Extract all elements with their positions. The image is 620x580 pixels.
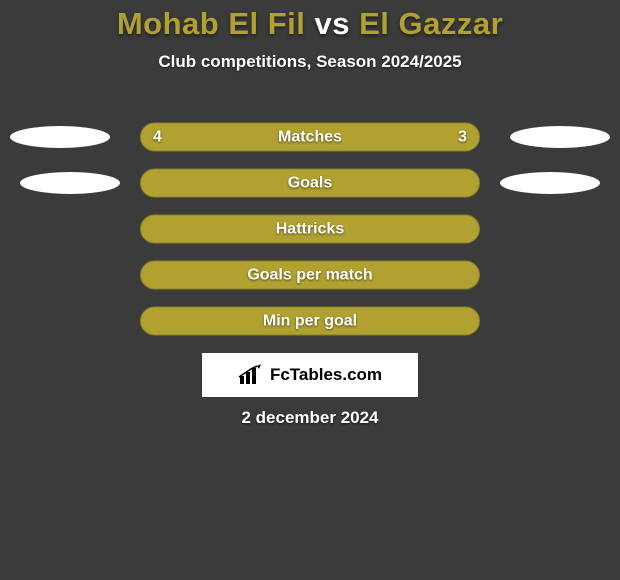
stat-row: Goals per match [0,252,620,298]
stat-value-right: 3 [458,128,467,146]
title-player2: El Gazzar [350,6,503,41]
left-ellipse [10,126,110,148]
stat-bar: Goals per match [140,261,480,290]
title-player1: Mohab El Fil [117,6,315,41]
stat-bar: Matches 4 3 [140,123,480,152]
title-vs: vs [315,6,350,41]
comparison-infographic: Mohab El Fil vs El Gazzar Club competiti… [0,0,620,580]
stat-label: Min per goal [263,312,357,330]
stat-row: Min per goal [0,298,620,344]
logo-box: FcTables.com [202,353,418,397]
stat-row: Hattricks [0,206,620,252]
page-title: Mohab El Fil vs El Gazzar [0,0,620,42]
date-line: 2 december 2024 [0,408,620,428]
stat-row: Matches 4 3 [0,114,620,160]
logo: FcTables.com [238,364,382,386]
stat-rows: Matches 4 3 Goals Hattricks Goals per match Mi… [0,114,620,344]
subtitle: Club competitions, Season 2024/2025 [0,52,620,72]
stat-bar: Goals [140,169,480,198]
stat-row: Goals [0,160,620,206]
stat-label: Goals [288,174,332,192]
stat-bar: Hattricks [140,215,480,244]
stat-label: Matches [278,128,342,146]
stat-bar: Min per goal [140,307,480,336]
logo-text: FcTables.com [270,365,382,385]
stat-value-left: 4 [153,128,162,146]
right-ellipse [500,172,600,194]
stat-label: Hattricks [276,220,344,238]
left-ellipse [20,172,120,194]
right-ellipse [510,126,610,148]
stat-label: Goals per match [247,266,372,284]
bar-chart-icon [238,364,264,386]
